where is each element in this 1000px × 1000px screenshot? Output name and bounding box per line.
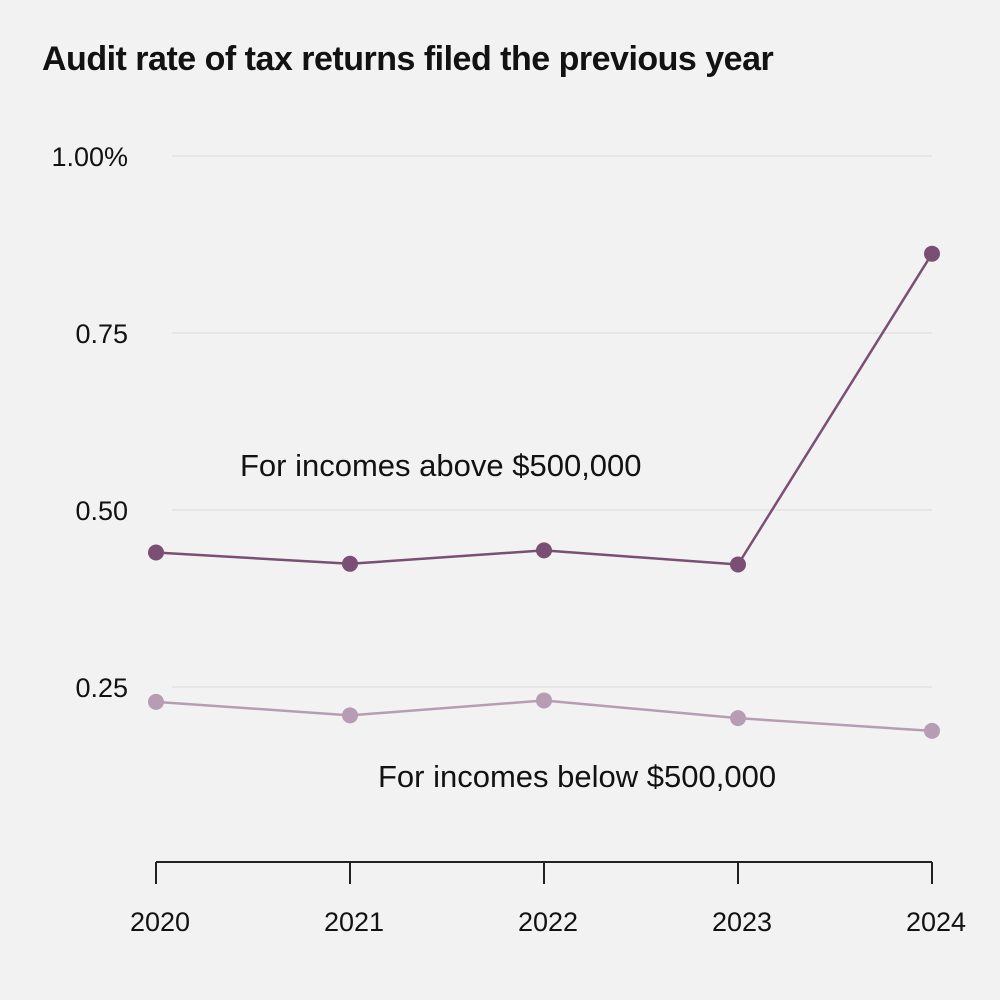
data-point xyxy=(536,692,552,709)
series-layer xyxy=(148,245,940,739)
series-labels: For incomes above $500,000 For incomes be… xyxy=(240,448,776,794)
data-point xyxy=(924,245,940,262)
x-tick-label: 2023 xyxy=(712,907,772,937)
data-point xyxy=(730,556,746,573)
series-label-0: For incomes above $500,000 xyxy=(240,448,642,483)
y-tick-label: 0.25 xyxy=(75,673,128,703)
data-point xyxy=(342,555,358,572)
y-tick-label: 0.50 xyxy=(75,496,128,526)
data-point xyxy=(148,544,164,561)
y-tick-label: 0.75 xyxy=(75,319,128,349)
series-line-0 xyxy=(155,253,934,566)
x-axis: 2020 2021 2022 2023 2024 xyxy=(130,861,966,937)
x-tick-label: 2024 xyxy=(906,907,966,937)
chart-title: Audit rate of tax returns filed the prev… xyxy=(42,40,774,78)
data-point xyxy=(536,542,552,559)
data-point xyxy=(342,707,358,724)
data-point xyxy=(924,722,940,739)
y-tick-label: 1.00% xyxy=(51,142,128,172)
series-label-1: For incomes below $500,000 xyxy=(378,759,776,794)
gridlines xyxy=(172,155,932,688)
y-axis: 1.00% 0.75 0.50 0.25 xyxy=(51,142,128,703)
data-point xyxy=(148,693,164,710)
data-point xyxy=(730,710,746,727)
x-tick-label: 2020 xyxy=(130,907,190,937)
x-tick-label: 2022 xyxy=(518,907,578,937)
x-tick-label: 2021 xyxy=(324,907,384,937)
